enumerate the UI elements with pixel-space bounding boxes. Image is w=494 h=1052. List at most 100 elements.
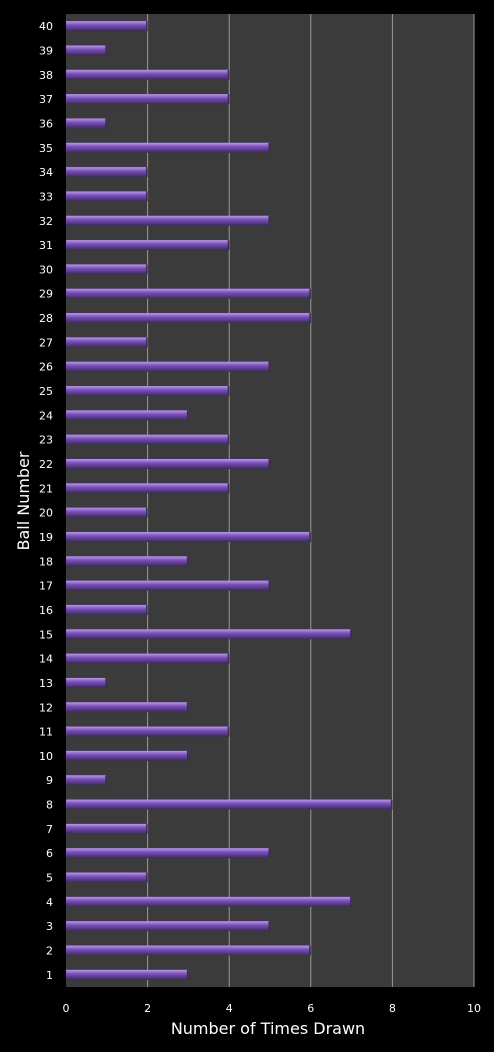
x-tick-label-0: 0: [63, 1002, 70, 1015]
bar-ball-25: [66, 386, 230, 397]
y-tick-label-8: 8: [46, 799, 53, 812]
bar-end-cap-ball-20: [146, 507, 148, 518]
bar-end-cap-ball-7: [146, 823, 148, 834]
y-tick-label-18: 18: [39, 555, 53, 568]
bar-ball-38: [66, 69, 230, 80]
bar-ball-11: [66, 726, 230, 737]
bar-end-cap-ball-4: [350, 896, 352, 907]
x-tick-label-2: 2: [144, 1002, 151, 1015]
bar-ball-32: [66, 215, 270, 226]
bar-ball-30: [66, 264, 148, 275]
bar-end-cap-ball-24: [186, 410, 189, 421]
y-tick-label-39: 39: [39, 44, 53, 57]
y-axis-tick-labels: 1234567891011121314151617181920212223242…: [39, 20, 53, 982]
bar-end-cap-ball-12: [186, 702, 189, 713]
bar-end-cap-ball-1: [186, 969, 189, 980]
bar-ball-14: [66, 653, 230, 664]
bar-ball-17: [66, 580, 270, 591]
y-tick-label-10: 10: [39, 750, 53, 763]
bar-ball-1: [66, 969, 189, 980]
bar-end-cap-ball-36: [105, 118, 107, 129]
y-tick-label-33: 33: [39, 190, 53, 203]
y-tick-label-17: 17: [39, 580, 53, 593]
y-tick-label-19: 19: [39, 531, 53, 544]
y-tick-label-26: 26: [39, 361, 53, 374]
bar-end-cap-ball-11: [227, 726, 230, 737]
bar-end-cap-ball-3: [268, 921, 270, 932]
y-tick-label-14: 14: [39, 653, 53, 666]
bar-ball-19: [66, 531, 311, 542]
bar-ball-28: [66, 313, 311, 324]
bar-ball-9: [66, 775, 107, 786]
bar-end-cap-ball-37: [227, 94, 230, 105]
bar-end-cap-ball-2: [309, 945, 311, 956]
bar-end-cap-ball-13: [105, 677, 107, 688]
x-axis-tick-labels: 0 2 4 6 8 10: [63, 1002, 482, 1015]
y-tick-label-20: 20: [39, 507, 53, 520]
bar-end-cap-ball-25: [227, 386, 230, 397]
bar-end-cap-ball-29: [309, 288, 311, 299]
y-tick-label-35: 35: [39, 142, 53, 155]
bar-ball-13: [66, 677, 107, 688]
bar-ball-15: [66, 629, 352, 640]
bar-ball-5: [66, 872, 148, 883]
bar-end-cap-ball-35: [268, 142, 270, 153]
bar-ball-27: [66, 337, 148, 348]
y-tick-label-16: 16: [39, 604, 53, 617]
y-tick-label-31: 31: [39, 239, 53, 252]
y-tick-label-3: 3: [46, 920, 53, 933]
bar-ball-35: [66, 142, 270, 153]
bar-end-cap-ball-34: [146, 167, 148, 178]
bar-ball-7: [66, 823, 148, 834]
bar-ball-4: [66, 896, 352, 907]
plot-area: [66, 14, 474, 987]
bar-ball-37: [66, 94, 230, 105]
y-tick-label-23: 23: [39, 434, 53, 447]
bar-end-cap-ball-33: [146, 191, 148, 202]
bar-end-cap-ball-39: [105, 45, 107, 56]
y-tick-label-2: 2: [46, 945, 53, 958]
x-axis-title: Number of Times Drawn: [171, 1019, 365, 1038]
bar-ball-21: [66, 483, 230, 494]
x-tick-label-4: 4: [226, 1002, 233, 1015]
bar-ball-34: [66, 167, 148, 178]
bar-end-cap-ball-8: [390, 799, 393, 810]
bar-ball-22: [66, 459, 270, 470]
bar-ball-2: [66, 945, 311, 956]
y-tick-label-29: 29: [39, 288, 53, 301]
y-tick-label-15: 15: [39, 628, 53, 641]
bar-end-cap-ball-10: [186, 750, 189, 761]
bar-ball-20: [66, 507, 148, 518]
bar-end-cap-ball-26: [268, 361, 270, 372]
bar-end-cap-ball-19: [309, 531, 311, 542]
bar-end-cap-ball-14: [227, 653, 230, 664]
y-tick-label-27: 27: [39, 336, 53, 349]
bars: [66, 21, 393, 980]
bar-ball-29: [66, 288, 311, 299]
bar-end-cap-ball-21: [227, 483, 230, 494]
y-tick-label-12: 12: [39, 701, 53, 714]
y-tick-label-11: 11: [39, 726, 53, 739]
y-tick-label-28: 28: [39, 312, 53, 325]
bar-ball-10: [66, 750, 189, 761]
y-tick-label-9: 9: [46, 774, 53, 787]
bar-ball-26: [66, 361, 270, 372]
y-tick-label-4: 4: [46, 896, 53, 909]
y-tick-label-37: 37: [39, 93, 53, 106]
x-tick-label-10: 10: [467, 1002, 481, 1015]
y-tick-label-34: 34: [39, 166, 53, 179]
bar-ball-18: [66, 556, 189, 567]
x-tick-label-6: 6: [307, 1002, 314, 1015]
bar-end-cap-ball-40: [146, 21, 148, 32]
y-tick-label-13: 13: [39, 677, 53, 690]
x-tick-label-8: 8: [389, 1002, 396, 1015]
bar-ball-8: [66, 799, 393, 810]
y-tick-label-21: 21: [39, 482, 53, 495]
y-tick-label-24: 24: [39, 409, 53, 422]
bar-end-cap-ball-18: [186, 556, 189, 567]
bar-end-cap-ball-17: [268, 580, 270, 591]
y-tick-label-30: 30: [39, 263, 53, 276]
bar-end-cap-ball-31: [227, 240, 230, 251]
bar-ball-16: [66, 604, 148, 615]
